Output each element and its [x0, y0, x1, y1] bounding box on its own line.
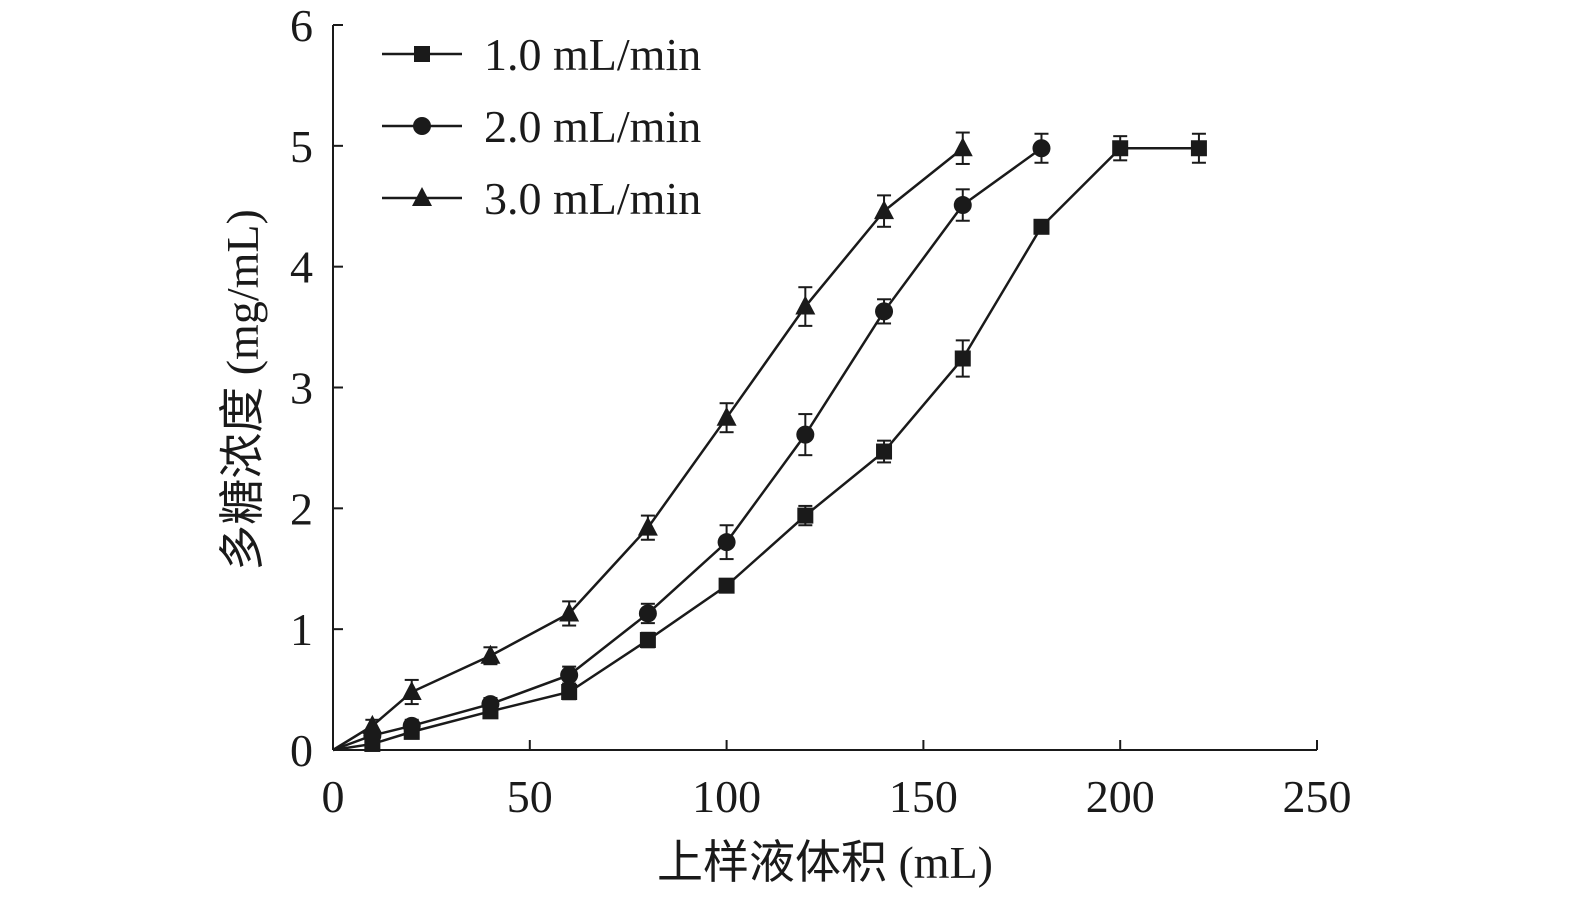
data-point: [717, 533, 736, 552]
series-2: [332, 132, 1051, 752]
series-line: [332, 147, 1199, 752]
series-layer: [332, 131, 1207, 752]
data-point: [637, 516, 658, 536]
data-point: [480, 644, 501, 664]
data-point: [718, 577, 735, 594]
data-point: [638, 604, 657, 623]
axes: 0 50 100 150 200 250 0 1 2 3 4 5 6: [290, 0, 1352, 822]
x-tick-label: 250: [1283, 771, 1352, 822]
data-point: [875, 302, 894, 321]
data-point: [874, 200, 895, 220]
legend-item-3: 3.0 mL/min: [382, 173, 701, 224]
legend-item-1: 1.0 mL/min: [382, 29, 701, 80]
data-point: [797, 507, 814, 524]
x-tick-label: 0: [322, 771, 345, 822]
data-point: [796, 425, 815, 444]
legend-label: 1.0 mL/min: [484, 29, 701, 80]
series-3: [332, 131, 973, 752]
x-tick-label: 100: [692, 771, 761, 822]
series-1: [332, 132, 1207, 752]
data-point: [401, 681, 422, 700]
data-point: [953, 196, 972, 215]
y-tick-label: 6: [290, 0, 313, 51]
y-tick-label: 3: [290, 363, 313, 414]
y-tick-label: 1: [290, 604, 313, 655]
data-point: [481, 695, 500, 714]
legend-marker: [413, 117, 431, 135]
data-point: [1032, 139, 1051, 158]
y-axis-title: 多糖浓度 (mg/mL): [217, 209, 268, 571]
legend-item-2: 2.0 mL/min: [382, 101, 701, 152]
data-point: [952, 137, 973, 157]
data-point: [954, 350, 971, 367]
y-tick-label: 4: [290, 242, 313, 293]
x-tick-label: 150: [889, 771, 958, 822]
data-point: [876, 443, 893, 460]
data-point: [639, 632, 656, 649]
legend-label: 2.0 mL/min: [484, 101, 701, 152]
x-tick-label: 200: [1086, 771, 1155, 822]
x-axis-title: 上样液体积 (mL): [657, 837, 993, 888]
data-point: [1033, 218, 1050, 235]
x-tick-label: 50: [507, 771, 553, 822]
data-point: [1112, 140, 1129, 157]
data-point: [561, 684, 578, 700]
y-tick-label: 2: [290, 483, 313, 534]
legend-label: 3.0 mL/min: [484, 173, 701, 224]
data-point: [1190, 140, 1207, 157]
legend-marker: [412, 187, 432, 206]
data-point: [402, 716, 421, 735]
data-point: [362, 714, 383, 734]
data-point: [795, 295, 816, 315]
series-line: [332, 147, 1043, 752]
legend: 1.0 mL/min 2.0 mL/min 3.0 mL/min: [382, 29, 701, 224]
y-tick-label: 0: [290, 725, 313, 776]
series-line: [332, 147, 964, 752]
y-tick-label: 5: [290, 121, 313, 172]
data-point: [560, 666, 579, 685]
data-point: [559, 602, 580, 622]
data-point: [716, 406, 737, 426]
legend-marker: [414, 46, 430, 62]
